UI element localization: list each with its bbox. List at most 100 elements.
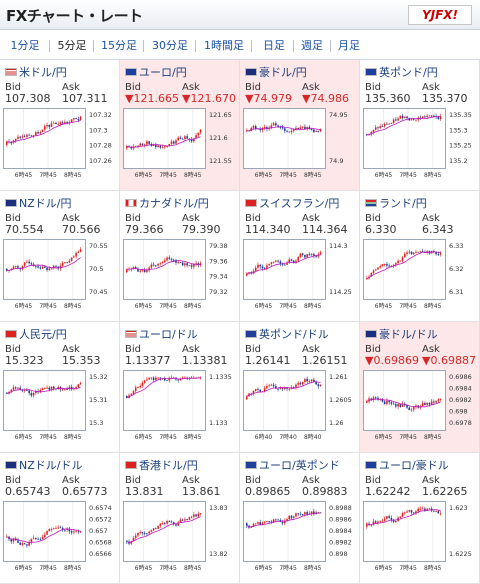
rate-card[interactable]: カナダドル/円 Bid Ask 79.366 79.390 79.38 79.36 79.34… [120, 191, 240, 322]
candle-body [46, 125, 48, 127]
candle-body [426, 508, 428, 511]
pair-name-link[interactable]: ユーロ/豪ドル [365, 459, 449, 472]
pair-name-link[interactable]: 香港ドル/円 [125, 459, 198, 472]
bid-label: Bid [365, 475, 381, 486]
mini-chart[interactable]: 15.32 15.31 15.3 6時45 7時45 8時45 [3, 370, 117, 446]
pair-name-text: 香港ドル/円 [139, 459, 198, 472]
pair-name-link[interactable]: スイスフラン/円 [245, 197, 339, 210]
candle-body [68, 260, 71, 263]
rate-card[interactable]: ユーロ/ドル Bid Ask 1.13377 1.13381 1.1335 1.133 6時4… [120, 322, 240, 453]
candle-body [288, 131, 291, 133]
pair-name-text: NZドル/ドル [19, 459, 83, 472]
pair-name-link[interactable]: ランド/円 [365, 197, 427, 210]
candle-body [66, 528, 68, 530]
mini-chart[interactable]: 1.1335 1.133 6時45 7時45 8時45 [123, 370, 237, 446]
rate-card[interactable]: 人民元/円 Bid Ask 15.323 15.353 15.32 15.31 15.3 6時4… [0, 322, 120, 453]
pair-name-link[interactable]: 米ドル/円 [5, 66, 67, 79]
mini-chart[interactable]: 70.55 70.5 70.45 6時45 7時45 8時45 [3, 239, 117, 315]
mini-chart[interactable]: 135.35 135.3 135.25 135.2 6時45 7時45 8時45 [363, 108, 477, 184]
candle-body [315, 131, 317, 133]
rate-card[interactable]: ランド/円 Bid Ask 6.330 6.343 6.33 6.32 6.31 6時45 7時4… [360, 191, 480, 322]
pair-name-link[interactable]: 豪ドル/ドル [365, 328, 438, 341]
tab-0[interactable]: 1分足 [10, 39, 40, 52]
mini-chart[interactable]: 74.95 74.9 6時45 7時45 8時45 [243, 108, 357, 184]
rate-card[interactable]: スイスフラン/円 Bid Ask 114.340 114.364 114.3 114.25 6… [240, 191, 360, 322]
candle-body [281, 387, 284, 390]
tab-5[interactable]: 日足 [263, 39, 285, 52]
bid-value: 107.308 [5, 92, 51, 105]
pair-name-link[interactable]: ユーロ/英ポンド [245, 459, 340, 472]
mini-chart[interactable]: 0.6986 0.6984 0.6982 0.698 0.6978 6時45 7時45 8時4… [363, 370, 477, 446]
candle-body [30, 263, 33, 265]
candle-body [155, 144, 157, 148]
flag-icon [365, 330, 377, 338]
pair-name-link[interactable]: ユーロ/ドル [125, 328, 198, 341]
rate-card[interactable]: 豪ドル/円 Bid Ask ▼74.979 ▼74.986 74.95 74.9 6時45 7時… [240, 60, 360, 191]
candle-body [313, 129, 315, 133]
rate-card[interactable]: ユーロ/英ポンド Bid Ask 0.89865 0.89883 0.8988 0.8986… [240, 453, 360, 584]
moving-average-line [6, 257, 81, 271]
candle-body [319, 128, 322, 132]
pair-name-link[interactable]: 英ポンド/ドル [245, 328, 329, 341]
candle-body [150, 264, 153, 268]
y-tick-label: 0.6982 [449, 396, 472, 404]
candle-body [290, 515, 293, 518]
rate-card[interactable]: 米ドル/円 Bid Ask 107.308 107.311 107.32 107.3 107.… [0, 60, 120, 191]
rate-card[interactable]: NZドル/ドル Bid Ask 0.65743 0.65773 0.6574 0.6572 0… [0, 453, 120, 584]
candle-body [172, 377, 175, 379]
tab-7[interactable]: 月足 [338, 39, 360, 52]
tab-separator [143, 40, 144, 52]
candle-body [79, 249, 82, 252]
candle-body [401, 513, 404, 517]
tab-3[interactable]: 30分足 [152, 39, 188, 52]
mini-chart[interactable]: 114.3 114.25 6時45 7時45 8時45 [243, 239, 357, 315]
candle-body [48, 125, 51, 127]
mini-chart[interactable]: 107.32 107.3 107.28 107.26 6時45 7時45 8時45 [3, 108, 117, 184]
flag-icon [125, 461, 137, 469]
tab-1[interactable]: 5分足 [57, 39, 87, 52]
rate-card[interactable]: 豪ドル/ドル Bid Ask ▼0.69869 ▼0.69887 0.6986 0.6984… [360, 322, 480, 453]
tab-4[interactable]: 1時間足 [204, 39, 244, 52]
candle-body [433, 115, 435, 117]
candle-body [399, 260, 402, 262]
mini-chart[interactable]: 13.83 13.82 6時45 7時45 8時45 [123, 501, 237, 577]
candle-body [195, 514, 197, 517]
mini-chart[interactable]: 79.38 79.36 79.34 79.32 6時45 7時45 8時45 [123, 239, 237, 315]
mini-chart[interactable]: 0.8988 0.8986 0.8984 0.8982 0.898 6時45 7時45 8時4… [243, 501, 357, 577]
candle-body [61, 263, 64, 266]
candle-body [152, 528, 155, 531]
candle-body [286, 519, 288, 521]
mini-chart[interactable]: 121.65 121.6 121.55 6時45 7時45 8時45 [123, 108, 237, 184]
pair-name-link[interactable]: 人民元/円 [5, 328, 67, 341]
candle-body [399, 115, 402, 119]
mini-chart[interactable]: 6.33 6.32 6.31 6時45 7時45 8時45 [363, 239, 477, 315]
pair-name-link[interactable]: カナダドル/円 [125, 197, 209, 210]
mini-chart[interactable]: 1.623 1.6225 6時45 7時45 8時45 [363, 501, 477, 577]
candle-body [75, 118, 77, 119]
candle-body [392, 403, 395, 405]
pair-name-link[interactable]: NZドル/円 [5, 197, 71, 210]
candle-body [23, 262, 26, 266]
rate-card[interactable]: ユーロ/円 Bid Ask ▼121.665 ▼121.670 121.65 121.6 12… [120, 60, 240, 191]
rate-card[interactable]: 英ポンド/円 Bid Ask 135.360 135.370 135.35 135.3 135… [360, 60, 480, 191]
pair-name-link[interactable]: 英ポンド/円 [365, 66, 438, 79]
rate-card[interactable]: 英ポンド/ドル Bid Ask 1.26141 1.26151 1.261 1.2605 1.… [240, 322, 360, 453]
pair-name-link[interactable]: ユーロ/円 [125, 66, 187, 79]
y-tick-label: 13.82 [209, 550, 228, 558]
mini-chart[interactable]: 0.6574 0.6572 0.657 0.6568 0.6566 6時45 7時45 8時4… [3, 501, 117, 577]
pair-name-link[interactable]: NZドル/ドル [5, 459, 82, 472]
yjfx-logo[interactable]: YJFX! [408, 5, 472, 25]
candle-body [159, 262, 162, 264]
rate-card[interactable]: ユーロ/豪ドル Bid Ask 1.62242 1.62265 1.623 1.6225 6時… [360, 453, 480, 584]
candle-body [374, 127, 377, 130]
pair-name-link[interactable]: 豪ドル/円 [245, 66, 307, 79]
candle-body [73, 531, 75, 533]
rate-card[interactable]: 香港ドル/円 Bid Ask 13.831 13.861 13.83 13.82 6時45 7時… [120, 453, 240, 584]
tab-2[interactable]: 15分足 [101, 39, 137, 52]
rate-card[interactable]: NZドル/円 Bid Ask 70.554 70.566 70.55 70.5 70.45 6時… [0, 191, 120, 322]
bid-value: 0.89865 [245, 485, 291, 498]
tab-6[interactable]: 週足 [301, 39, 323, 52]
mini-chart[interactable]: 1.261 1.2605 1.26 6時40 7時40 8時40 [243, 370, 357, 446]
candle-body [421, 508, 424, 510]
candle-body [281, 263, 284, 265]
